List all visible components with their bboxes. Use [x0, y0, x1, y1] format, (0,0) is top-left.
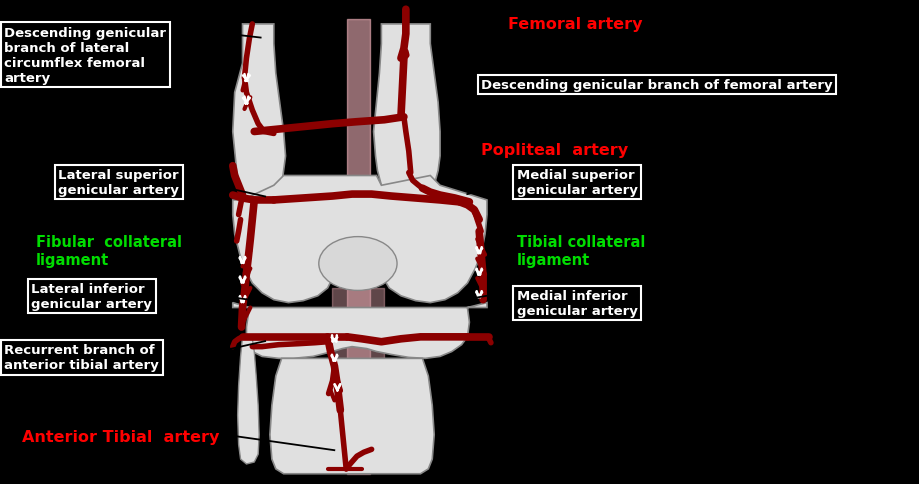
Text: Lateral inferior
genicular artery: Lateral inferior genicular artery: [31, 282, 153, 310]
Polygon shape: [270, 359, 434, 474]
Polygon shape: [238, 337, 259, 464]
Text: Recurrent branch of
anterior tibial artery: Recurrent branch of anterior tibial arte…: [5, 344, 159, 372]
Polygon shape: [233, 303, 487, 359]
Polygon shape: [373, 25, 440, 220]
Text: Lateral superior
genicular artery: Lateral superior genicular artery: [59, 168, 179, 197]
Text: Descending genicular
branch of lateral
circumflex femoral
artery: Descending genicular branch of lateral c…: [5, 27, 166, 85]
Text: Descending genicular branch of femoral artery: Descending genicular branch of femoral a…: [481, 79, 833, 91]
Text: Tibial collateral
ligament: Tibial collateral ligament: [516, 235, 645, 267]
Text: Fibular  collateral
ligament: Fibular collateral ligament: [36, 235, 182, 267]
Text: Medial inferior
genicular artery: Medial inferior genicular artery: [516, 289, 638, 318]
Ellipse shape: [319, 237, 397, 291]
Text: Femoral artery: Femoral artery: [508, 17, 642, 32]
Text: Medial superior
genicular artery: Medial superior genicular artery: [516, 168, 638, 197]
Polygon shape: [233, 25, 286, 220]
Text: Anterior Tibial  artery: Anterior Tibial artery: [22, 429, 220, 444]
Text: Popliteal  artery: Popliteal artery: [481, 143, 628, 158]
Polygon shape: [233, 176, 487, 303]
